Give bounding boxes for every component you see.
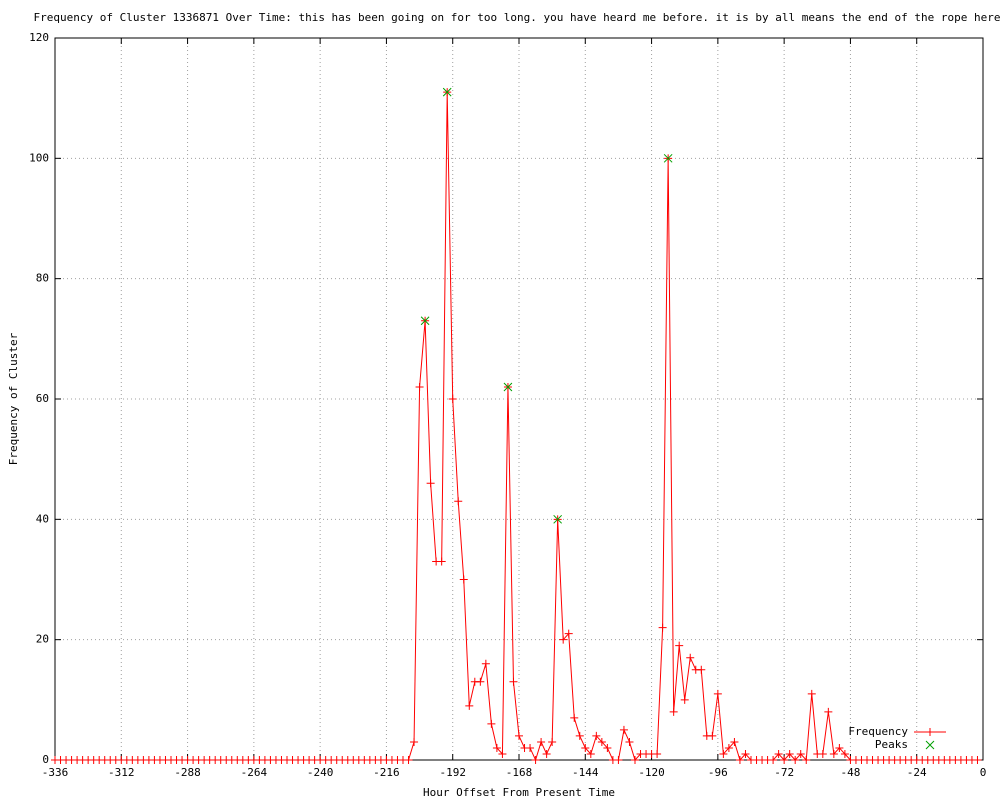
- data-point: [631, 756, 639, 764]
- data-point: [410, 737, 419, 746]
- data-point: [785, 749, 794, 758]
- data-point: [498, 749, 507, 758]
- data-point: [824, 707, 833, 716]
- data-point: [840, 749, 849, 758]
- data-point: [586, 749, 595, 758]
- x-tick-label: -264: [241, 766, 268, 779]
- y-tick-label: 100: [29, 151, 49, 164]
- data-point: [415, 382, 424, 391]
- data-point: [614, 756, 623, 764]
- legend-label: Peaks: [875, 738, 908, 751]
- data-point: [553, 514, 563, 524]
- data-point: [448, 395, 457, 403]
- x-tick-label: -216: [373, 766, 400, 779]
- data-point: [625, 737, 634, 746]
- data-point: [420, 316, 430, 326]
- data-point: [719, 749, 728, 758]
- data-point: [675, 641, 684, 650]
- data-point: [802, 756, 811, 764]
- data-point: [581, 743, 590, 752]
- x-tick-label: -240: [307, 766, 334, 779]
- data-point: [404, 756, 413, 764]
- data-point: [829, 749, 838, 758]
- data-point: [564, 629, 573, 638]
- data-point: [686, 653, 695, 662]
- data-point: [774, 749, 783, 758]
- data-point: [592, 731, 601, 740]
- data-point: [559, 635, 568, 644]
- data-point: [835, 743, 844, 752]
- data-point: [713, 689, 722, 698]
- data-point: [818, 749, 827, 758]
- x-tick-label: -336: [42, 766, 69, 779]
- data-point: [730, 737, 739, 746]
- data-point: [526, 743, 535, 752]
- data-point: [426, 479, 435, 488]
- data-point: [658, 623, 667, 632]
- x-tick-label: -48: [840, 766, 860, 779]
- data-point: [509, 677, 518, 686]
- y-tick-label: 80: [36, 272, 49, 285]
- x-tick-label: -288: [174, 766, 201, 779]
- data-point: [503, 382, 513, 392]
- data-point: [487, 719, 496, 728]
- data-point: [531, 756, 540, 764]
- data-point: [796, 749, 805, 758]
- data-point: [807, 689, 816, 698]
- data-point: [542, 749, 551, 758]
- x-tick-label: 0: [980, 766, 987, 779]
- data-point: [459, 575, 468, 584]
- data-point: [724, 743, 733, 752]
- legend-label: Frequency: [848, 725, 908, 738]
- y-tick-label: 20: [36, 633, 49, 646]
- data-point: [548, 737, 557, 746]
- data-point: [492, 743, 501, 752]
- data-point: [663, 153, 673, 163]
- data-point: [680, 695, 689, 704]
- data-point: [465, 701, 474, 710]
- legend-marker: [926, 728, 934, 736]
- data-point: [570, 713, 579, 722]
- data-point: [597, 737, 606, 746]
- x-axis-label: Hour Offset From Present Time: [423, 786, 615, 799]
- data-point: [708, 731, 717, 740]
- x-tick-label: -120: [638, 766, 665, 779]
- data-point: [780, 756, 789, 764]
- data-point: [791, 756, 800, 764]
- x-tick-label: -312: [108, 766, 135, 779]
- y-tick-label: 0: [42, 753, 49, 766]
- x-tick-label: -24: [907, 766, 927, 779]
- legend-marker: [925, 740, 935, 750]
- x-tick-label: -168: [506, 766, 533, 779]
- data-point: [437, 557, 446, 566]
- data-point: [669, 707, 678, 716]
- chart-title: Frequency of Cluster 1336871 Over Time: …: [34, 11, 1000, 24]
- x-tick-label: -96: [708, 766, 728, 779]
- data-point: [476, 677, 485, 686]
- data-point: [741, 749, 750, 758]
- y-tick-label: 120: [29, 31, 49, 44]
- series-line: [55, 92, 978, 762]
- x-tick-label: -144: [572, 766, 599, 779]
- y-tick-label: 60: [36, 392, 49, 405]
- y-tick-label: 40: [36, 512, 49, 525]
- data-point: [973, 756, 982, 764]
- data-point: [537, 737, 546, 746]
- x-tick-label: -192: [439, 766, 466, 779]
- data-point: [515, 731, 523, 740]
- data-point: [442, 87, 452, 97]
- data-point: [481, 659, 490, 668]
- data-point: [769, 756, 778, 764]
- plot-border: [54, 37, 984, 761]
- data-point: [735, 756, 744, 764]
- data-point: [454, 497, 463, 506]
- data-point: [653, 749, 662, 758]
- data-point: [603, 743, 612, 752]
- data-point: [619, 725, 628, 734]
- data-point: [575, 731, 584, 740]
- x-tick-label: -72: [774, 766, 794, 779]
- data-point: [697, 665, 706, 674]
- y-axis-label: Frequency of Cluster: [7, 332, 20, 465]
